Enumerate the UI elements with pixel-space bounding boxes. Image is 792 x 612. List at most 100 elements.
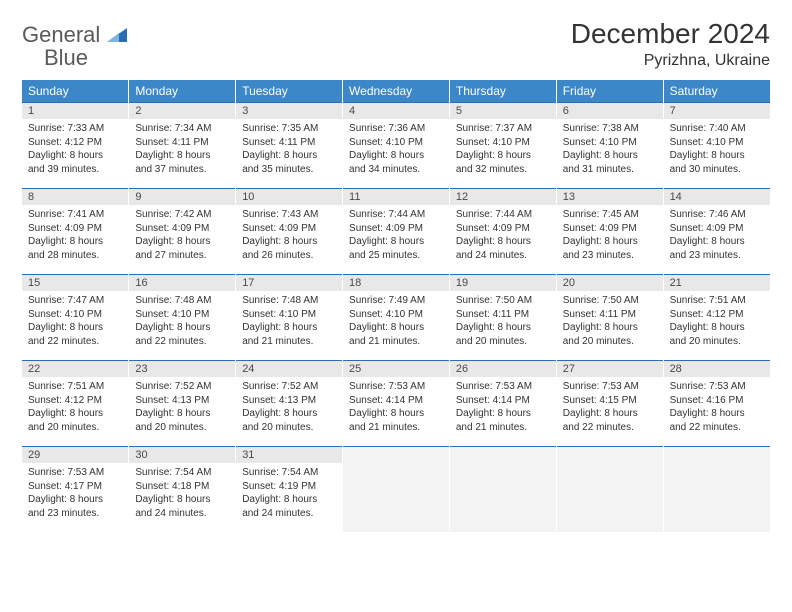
calendar-day-cell: 17Sunrise: 7:48 AMSunset: 4:10 PMDayligh…	[236, 274, 343, 360]
day-details: Sunrise: 7:52 AMSunset: 4:13 PMDaylight:…	[129, 377, 235, 440]
sunrise-text: Sunrise: 7:33 AM	[28, 122, 122, 136]
sunrise-text: Sunrise: 7:52 AM	[242, 380, 336, 394]
daylight-text: Daylight: 8 hours and 24 minutes.	[456, 235, 550, 262]
brand-logo: General Blue	[22, 18, 127, 70]
sunset-text: Sunset: 4:10 PM	[349, 136, 443, 150]
daylight-text: Daylight: 8 hours and 32 minutes.	[456, 149, 550, 176]
weekday-header: Monday	[129, 80, 236, 102]
calendar-day-cell: 3Sunrise: 7:35 AMSunset: 4:11 PMDaylight…	[236, 102, 343, 188]
daylight-text: Daylight: 8 hours and 21 minutes.	[349, 407, 443, 434]
day-number: 5	[450, 102, 556, 119]
daylight-text: Daylight: 8 hours and 25 minutes.	[349, 235, 443, 262]
daylight-text: Daylight: 8 hours and 20 minutes.	[456, 321, 550, 348]
empty-day	[343, 446, 449, 532]
day-number: 3	[236, 102, 342, 119]
sunrise-text: Sunrise: 7:52 AM	[135, 380, 229, 394]
day-details: Sunrise: 7:37 AMSunset: 4:10 PMDaylight:…	[450, 119, 556, 182]
daylight-text: Daylight: 8 hours and 20 minutes.	[670, 321, 764, 348]
calendar-day-cell: 7Sunrise: 7:40 AMSunset: 4:10 PMDaylight…	[663, 102, 770, 188]
day-number: 8	[22, 188, 128, 205]
daylight-text: Daylight: 8 hours and 23 minutes.	[28, 493, 122, 520]
day-number: 11	[343, 188, 449, 205]
sunset-text: Sunset: 4:10 PM	[670, 136, 764, 150]
sunset-text: Sunset: 4:18 PM	[135, 480, 229, 494]
sunrise-text: Sunrise: 7:53 AM	[670, 380, 764, 394]
daylight-text: Daylight: 8 hours and 26 minutes.	[242, 235, 336, 262]
brand-text: General Blue	[22, 24, 127, 70]
sunset-text: Sunset: 4:11 PM	[456, 308, 550, 322]
sunset-text: Sunset: 4:16 PM	[670, 394, 764, 408]
day-number: 15	[22, 274, 128, 291]
day-number: 29	[22, 446, 128, 463]
brand-blue: Blue	[22, 45, 88, 70]
daylight-text: Daylight: 8 hours and 21 minutes.	[349, 321, 443, 348]
day-details: Sunrise: 7:50 AMSunset: 4:11 PMDaylight:…	[450, 291, 556, 354]
sunrise-text: Sunrise: 7:47 AM	[28, 294, 122, 308]
calendar-day-cell: 25Sunrise: 7:53 AMSunset: 4:14 PMDayligh…	[343, 360, 450, 446]
day-number: 7	[664, 102, 770, 119]
day-number: 16	[129, 274, 235, 291]
weekday-header: Friday	[556, 80, 663, 102]
calendar-day-cell: 11Sunrise: 7:44 AMSunset: 4:09 PMDayligh…	[343, 188, 450, 274]
day-number: 22	[22, 360, 128, 377]
day-number: 6	[557, 102, 663, 119]
daylight-text: Daylight: 8 hours and 22 minutes.	[670, 407, 764, 434]
sunrise-text: Sunrise: 7:53 AM	[563, 380, 657, 394]
calendar-day-cell: 13Sunrise: 7:45 AMSunset: 4:09 PMDayligh…	[556, 188, 663, 274]
sunset-text: Sunset: 4:14 PM	[456, 394, 550, 408]
daylight-text: Daylight: 8 hours and 28 minutes.	[28, 235, 122, 262]
calendar-week-row: 15Sunrise: 7:47 AMSunset: 4:10 PMDayligh…	[22, 274, 770, 360]
day-details: Sunrise: 7:44 AMSunset: 4:09 PMDaylight:…	[450, 205, 556, 268]
day-number: 1	[22, 102, 128, 119]
calendar-day-cell: 6Sunrise: 7:38 AMSunset: 4:10 PMDaylight…	[556, 102, 663, 188]
sunrise-text: Sunrise: 7:40 AM	[670, 122, 764, 136]
calendar-week-row: 8Sunrise: 7:41 AMSunset: 4:09 PMDaylight…	[22, 188, 770, 274]
sunset-text: Sunset: 4:11 PM	[563, 308, 657, 322]
empty-day	[664, 446, 770, 532]
calendar-day-cell: 18Sunrise: 7:49 AMSunset: 4:10 PMDayligh…	[343, 274, 450, 360]
daylight-text: Daylight: 8 hours and 30 minutes.	[670, 149, 764, 176]
weekday-header: Tuesday	[236, 80, 343, 102]
page-title: December 2024	[571, 18, 770, 50]
day-number: 19	[450, 274, 556, 291]
calendar-day-cell: 8Sunrise: 7:41 AMSunset: 4:09 PMDaylight…	[22, 188, 129, 274]
empty-day	[450, 446, 556, 532]
day-number: 12	[450, 188, 556, 205]
day-number: 25	[343, 360, 449, 377]
day-details: Sunrise: 7:51 AMSunset: 4:12 PMDaylight:…	[664, 291, 770, 354]
calendar-day-cell: 21Sunrise: 7:51 AMSunset: 4:12 PMDayligh…	[663, 274, 770, 360]
day-details: Sunrise: 7:51 AMSunset: 4:12 PMDaylight:…	[22, 377, 128, 440]
sunset-text: Sunset: 4:13 PM	[135, 394, 229, 408]
day-number: 4	[343, 102, 449, 119]
day-details: Sunrise: 7:44 AMSunset: 4:09 PMDaylight:…	[343, 205, 449, 268]
calendar-day-cell: 31Sunrise: 7:54 AMSunset: 4:19 PMDayligh…	[236, 446, 343, 532]
calendar-day-cell: 10Sunrise: 7:43 AMSunset: 4:09 PMDayligh…	[236, 188, 343, 274]
sunset-text: Sunset: 4:09 PM	[242, 222, 336, 236]
sunset-text: Sunset: 4:10 PM	[349, 308, 443, 322]
daylight-text: Daylight: 8 hours and 23 minutes.	[670, 235, 764, 262]
day-number: 20	[557, 274, 663, 291]
day-details: Sunrise: 7:40 AMSunset: 4:10 PMDaylight:…	[664, 119, 770, 182]
sunset-text: Sunset: 4:09 PM	[28, 222, 122, 236]
calendar-day-cell: 14Sunrise: 7:46 AMSunset: 4:09 PMDayligh…	[663, 188, 770, 274]
calendar-body: 1Sunrise: 7:33 AMSunset: 4:12 PMDaylight…	[22, 102, 770, 532]
daylight-text: Daylight: 8 hours and 34 minutes.	[349, 149, 443, 176]
day-number: 17	[236, 274, 342, 291]
sunrise-text: Sunrise: 7:50 AM	[563, 294, 657, 308]
day-number: 28	[664, 360, 770, 377]
day-details: Sunrise: 7:53 AMSunset: 4:14 PMDaylight:…	[450, 377, 556, 440]
calendar-week-row: 29Sunrise: 7:53 AMSunset: 4:17 PMDayligh…	[22, 446, 770, 532]
sunrise-text: Sunrise: 7:54 AM	[135, 466, 229, 480]
day-details: Sunrise: 7:49 AMSunset: 4:10 PMDaylight:…	[343, 291, 449, 354]
daylight-text: Daylight: 8 hours and 35 minutes.	[242, 149, 336, 176]
sunrise-text: Sunrise: 7:53 AM	[28, 466, 122, 480]
sunrise-text: Sunrise: 7:37 AM	[456, 122, 550, 136]
daylight-text: Daylight: 8 hours and 23 minutes.	[563, 235, 657, 262]
day-number: 10	[236, 188, 342, 205]
day-details: Sunrise: 7:48 AMSunset: 4:10 PMDaylight:…	[236, 291, 342, 354]
day-details: Sunrise: 7:47 AMSunset: 4:10 PMDaylight:…	[22, 291, 128, 354]
sunrise-text: Sunrise: 7:51 AM	[670, 294, 764, 308]
day-details: Sunrise: 7:34 AMSunset: 4:11 PMDaylight:…	[129, 119, 235, 182]
daylight-text: Daylight: 8 hours and 22 minutes.	[28, 321, 122, 348]
calendar-day-cell: 27Sunrise: 7:53 AMSunset: 4:15 PMDayligh…	[556, 360, 663, 446]
